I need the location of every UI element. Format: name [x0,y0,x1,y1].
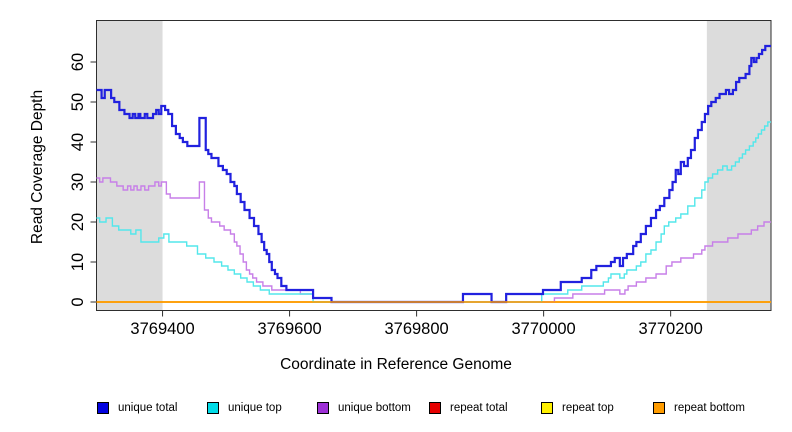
legend-label: repeat total [450,402,508,414]
y-tick-label: 0 [69,297,87,306]
legend-swatch-unique-bottom [317,402,329,414]
y-tick-label: 20 [69,213,87,231]
x-tick-label: 3769400 [130,320,194,338]
x-tick-label: 3769800 [384,320,448,338]
legend-label: repeat top [562,402,614,414]
legend-item-unique-bottom: unique bottom [317,399,411,417]
series-line-unique-bottom [96,177,771,303]
x-tick-label: 3770000 [512,320,576,338]
chart-legend: unique total unique top unique bottom repea… [0,399,792,421]
legend-item-repeat-total: repeat total [429,399,508,417]
legend-swatch-repeat-bottom [653,402,665,414]
y-tick-label: 60 [69,53,87,71]
legend-item-unique-total: unique total [97,399,177,417]
legend-label: repeat bottom [674,402,745,414]
y-tick-label: 10 [69,253,87,271]
legend-swatch-unique-total [97,402,109,414]
legend-swatch-repeat-total [429,402,441,414]
x-axis-label: Coordinate in Reference Genome [280,356,512,373]
legend-label: unique top [228,402,282,414]
legend-label: unique total [118,402,178,414]
x-tick-label: 3770200 [639,320,703,338]
legend-item-unique-top: unique top [207,399,282,417]
x-tick-label: 3769600 [257,320,321,338]
legend-item-repeat-top: repeat top [541,399,614,417]
legend-item-repeat-bottom: repeat bottom [653,399,745,417]
shaded-region [706,20,771,311]
series-line-unique-total [96,44,771,304]
plot-border [96,20,772,311]
shaded-region [96,20,163,311]
y-tick-label: 50 [69,93,87,111]
y-tick-label: 40 [69,133,87,151]
y-tick-label: 30 [69,173,87,191]
legend-label: unique bottom [338,402,411,414]
y-axis-label: Read Coverage Depth [29,89,46,245]
legend-swatch-repeat-top [541,402,553,414]
legend-swatch-unique-top [207,402,219,414]
series-line-unique-top [96,121,771,303]
